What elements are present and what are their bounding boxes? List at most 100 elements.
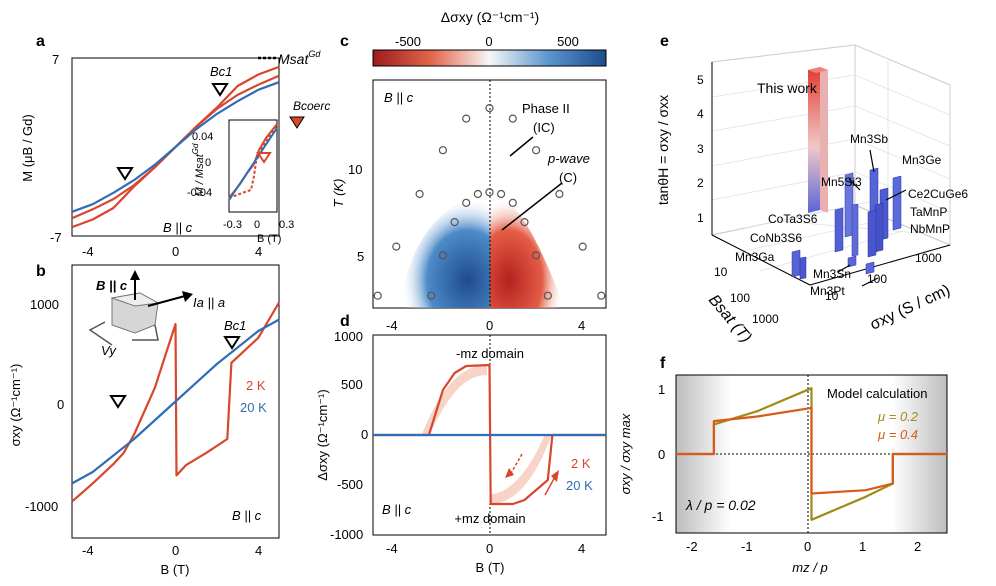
c-xtick-m4: -4 xyxy=(386,318,398,333)
bar-mn3sn xyxy=(847,255,857,268)
e-ztick-4: 4 xyxy=(697,107,704,121)
mat-ce2cuge6: Ce2CuGe6 xyxy=(908,187,968,201)
phase-point xyxy=(531,146,541,155)
colorbar xyxy=(372,49,607,67)
f-xtick-2: 2 xyxy=(914,539,921,554)
msat-label: MsatGd xyxy=(278,49,321,67)
inset-marker-up xyxy=(289,116,305,129)
b-xtick-m4: -4 xyxy=(82,543,94,558)
phase-point xyxy=(415,189,424,199)
bsat-tick-1000: 1000 xyxy=(752,312,779,326)
c-xtick-0: 0 xyxy=(486,318,493,333)
lambda-label: λ / p = 0.02 xyxy=(685,497,756,513)
phase2-sub: (IC) xyxy=(533,120,555,135)
panel-d-plot xyxy=(373,363,606,506)
phase2-pointer xyxy=(509,136,534,157)
d-xtick-m4: -4 xyxy=(386,541,398,556)
f-ytick-m1: -1 xyxy=(652,509,664,524)
mat-mn5si3: Mn5Si3 xyxy=(821,175,862,189)
panel-b-plot xyxy=(71,301,280,503)
phase-point xyxy=(373,291,382,300)
sigma-axis xyxy=(809,244,951,286)
bc1-marker-down xyxy=(116,167,134,181)
inset-marker-down xyxy=(256,152,272,164)
mat-mn3ga: Mn3Ga xyxy=(735,250,775,264)
panel-b: B || c Ia || a Vy Bc1 2 K 20 K B || c 10… xyxy=(8,264,280,577)
inset-xtick-3: 0.3 xyxy=(279,219,294,231)
field-label: B || c xyxy=(96,278,128,293)
panel-letter-c: c xyxy=(340,33,349,50)
inset-ylabel: M / MsatGd xyxy=(191,143,206,196)
phase-point xyxy=(438,251,447,260)
phase-point xyxy=(485,103,494,113)
inset-xlabel: B (T) xyxy=(257,233,281,245)
panel-b-frame xyxy=(71,264,280,539)
current-arrow xyxy=(147,295,186,307)
panel-a: MsatGd Bc1 B || c 7 -7 M (μB / Gd) Bcoer… xyxy=(20,49,330,245)
glow-bottom xyxy=(490,434,552,504)
cbar-tick-2: 0 xyxy=(485,34,492,49)
condition-d: B || c xyxy=(382,502,412,517)
phase-point xyxy=(520,218,529,227)
voltage-label: Vy xyxy=(101,343,117,358)
bc1-marker-b-down xyxy=(109,395,127,409)
phase-point xyxy=(462,198,471,207)
panel-c: Δσxy (Ω⁻¹cm⁻¹) -500 0 500 B || c Phase I… xyxy=(331,9,607,333)
phase-point xyxy=(597,291,606,300)
this-work-label: This work xyxy=(757,80,818,96)
f-xtick-1: 1 xyxy=(859,539,866,554)
panel-c-plot xyxy=(373,103,606,300)
bar-nbmnp xyxy=(867,209,877,258)
inset-ytick-3: -0.04 xyxy=(187,187,212,199)
e-ztick-2: 2 xyxy=(697,176,704,190)
d-ytick-500: 500 xyxy=(341,377,363,392)
b-ytick-m1000: -1000 xyxy=(25,499,58,514)
sample-schematic: B || c Ia || a Vy xyxy=(88,270,225,358)
sweep-arrowhead-2 xyxy=(551,470,559,482)
phase-point xyxy=(508,198,517,207)
mu2-label: μ = 0.4 xyxy=(877,427,918,442)
d-xtick-0: 0 xyxy=(486,541,493,556)
legend-d-2k: 2 K xyxy=(571,456,591,471)
phase-point xyxy=(473,189,482,199)
panel-letter-b: b xyxy=(36,263,46,280)
ptr-mn3pt xyxy=(861,277,879,287)
phase-point xyxy=(462,114,471,123)
bar-mn3ge xyxy=(892,175,902,231)
condition-b: B || c xyxy=(232,508,262,523)
phase-point xyxy=(392,242,401,251)
a-xtick-m4: -4 xyxy=(82,244,94,259)
phase-point xyxy=(508,114,517,123)
phase-point xyxy=(578,242,587,251)
phase-point xyxy=(531,251,541,260)
panel-letter-a: a xyxy=(36,33,45,50)
bc1-label-a: Bc1 xyxy=(210,64,232,79)
inset-red-dash xyxy=(228,123,278,199)
sigma-label: σxy (S / cm) xyxy=(868,282,953,334)
condition-a: B || c xyxy=(163,220,193,235)
a-ytick-m7: -7 xyxy=(50,230,62,245)
inset-a: Bcoerc 0.04 0 -0.04 M / MsatGd -0.3 0 0.… xyxy=(187,99,330,245)
mat-mn3sb: Mn3Sb xyxy=(850,132,888,146)
neg-domain-label: -mz domain xyxy=(456,346,524,361)
ptr-mn5si3 xyxy=(848,178,861,191)
condition-c: B || c xyxy=(384,90,414,105)
series-line-a-2 xyxy=(71,81,280,213)
bar-mn3ga-2 xyxy=(799,256,807,280)
b-ytick-0: 0 xyxy=(57,397,64,412)
phase-point xyxy=(497,189,506,199)
panel-f-plot xyxy=(676,387,947,521)
d-ytick-m1000: -1000 xyxy=(330,527,363,542)
panel-letter-f: f xyxy=(660,355,666,372)
f-ylabel: σxy / σxy max xyxy=(618,413,633,494)
glow-top xyxy=(422,365,487,434)
legend-b-2k: 2 K xyxy=(246,378,266,393)
a-xtick-4: 4 xyxy=(255,244,262,259)
bc1-marker-up xyxy=(211,83,229,97)
bar-mn3pt xyxy=(865,261,875,275)
sweep-arrowhead-1 xyxy=(505,468,514,478)
cbar-tick-1: -500 xyxy=(395,34,421,49)
d-ytick-m500: -500 xyxy=(337,477,363,492)
e-ztick-3: 3 xyxy=(697,142,704,156)
e-ztick-1: 1 xyxy=(697,211,704,225)
